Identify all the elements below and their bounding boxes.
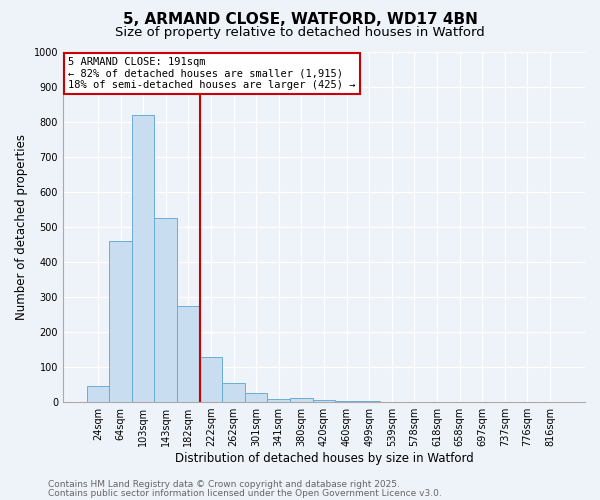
Y-axis label: Number of detached properties: Number of detached properties — [15, 134, 28, 320]
Bar — [177, 306, 200, 402]
Bar — [313, 400, 335, 402]
Text: 5 ARMAND CLOSE: 191sqm
← 82% of detached houses are smaller (1,915)
18% of semi-: 5 ARMAND CLOSE: 191sqm ← 82% of detached… — [68, 57, 356, 90]
Bar — [245, 394, 268, 402]
Bar — [132, 114, 154, 402]
Bar — [154, 218, 177, 402]
Bar — [268, 398, 290, 402]
Text: 5, ARMAND CLOSE, WATFORD, WD17 4BN: 5, ARMAND CLOSE, WATFORD, WD17 4BN — [122, 12, 478, 28]
Bar — [290, 398, 313, 402]
Bar — [358, 401, 380, 402]
Text: Contains public sector information licensed under the Open Government Licence v3: Contains public sector information licen… — [48, 488, 442, 498]
Bar — [86, 386, 109, 402]
Bar — [200, 356, 222, 402]
Text: Contains HM Land Registry data © Crown copyright and database right 2025.: Contains HM Land Registry data © Crown c… — [48, 480, 400, 489]
Bar — [222, 383, 245, 402]
X-axis label: Distribution of detached houses by size in Watford: Distribution of detached houses by size … — [175, 452, 473, 465]
Text: Size of property relative to detached houses in Watford: Size of property relative to detached ho… — [115, 26, 485, 39]
Bar — [109, 241, 132, 402]
